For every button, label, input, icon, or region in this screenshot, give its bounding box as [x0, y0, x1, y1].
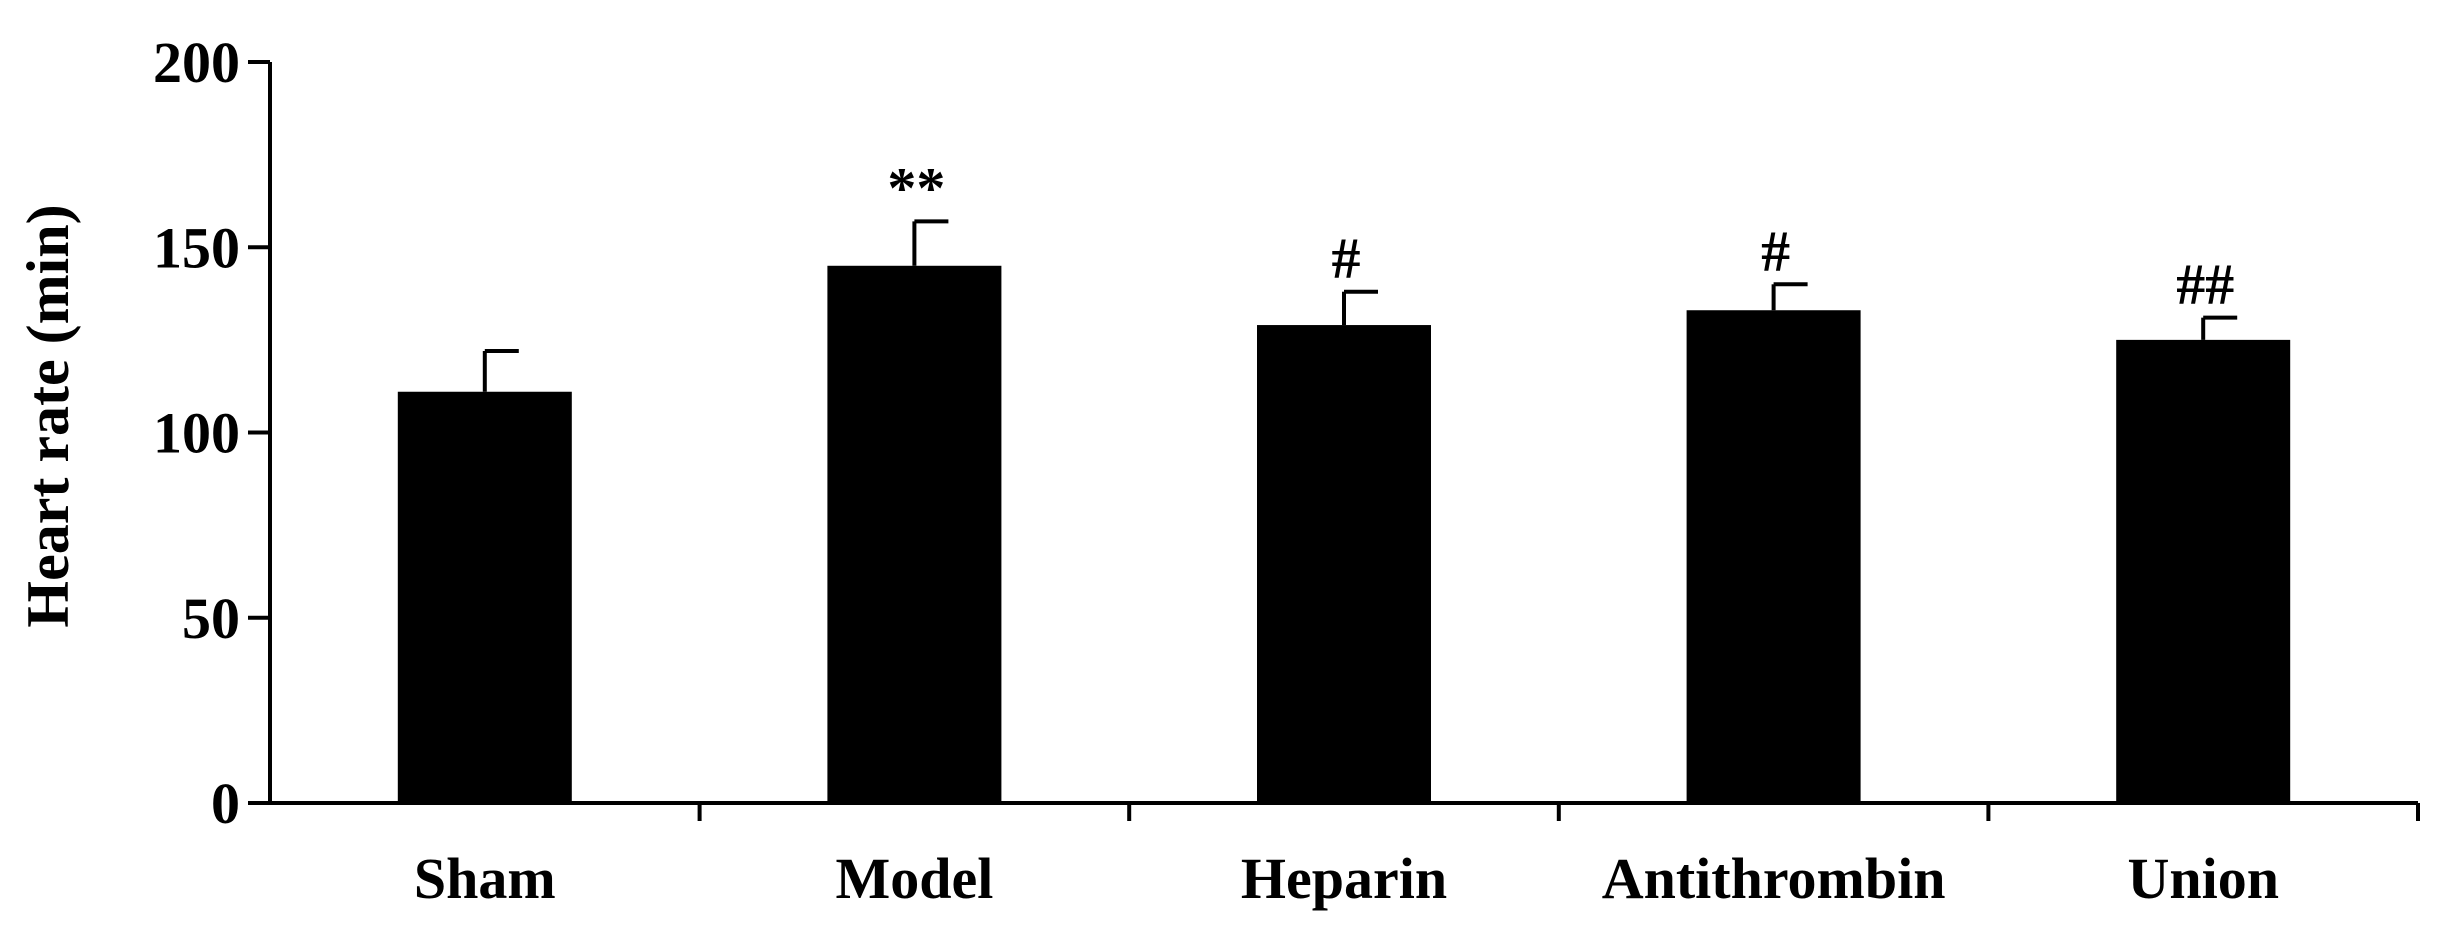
bar: [397, 391, 572, 803]
y-axis-title: Heart rate (min): [15, 204, 81, 627]
error-bars: [482, 219, 2238, 392]
y-tick-label: 200: [153, 30, 240, 95]
x-tick-label: Model: [835, 846, 993, 911]
bar: [1257, 325, 1431, 803]
significance-label: ##: [2176, 252, 2234, 317]
y-tick-label: 100: [153, 401, 240, 466]
significance-label: **: [887, 155, 945, 220]
x-labels: Sham Model Heparin Antithrombin Union: [414, 846, 2279, 911]
significance-label: #: [1761, 218, 1790, 283]
x-tick-label: Antithrombin: [1602, 846, 1946, 911]
y-tick-label: 150: [153, 215, 240, 280]
y-tick-label: 50: [182, 586, 240, 651]
x-tick-label: Union: [2127, 846, 2279, 911]
bars: [397, 265, 2291, 803]
bar: [1686, 310, 1861, 803]
bar: [827, 265, 1002, 803]
y-tick-label: 0: [211, 771, 240, 836]
x-tick-label: Sham: [414, 846, 556, 911]
significance-label: #: [1332, 226, 1361, 291]
bar: [2116, 339, 2291, 803]
x-tick-label: Heparin: [1241, 846, 1447, 911]
y-ticks: 0 50 100 150 200: [153, 30, 270, 836]
significance-markers: **# ###: [887, 155, 2234, 316]
